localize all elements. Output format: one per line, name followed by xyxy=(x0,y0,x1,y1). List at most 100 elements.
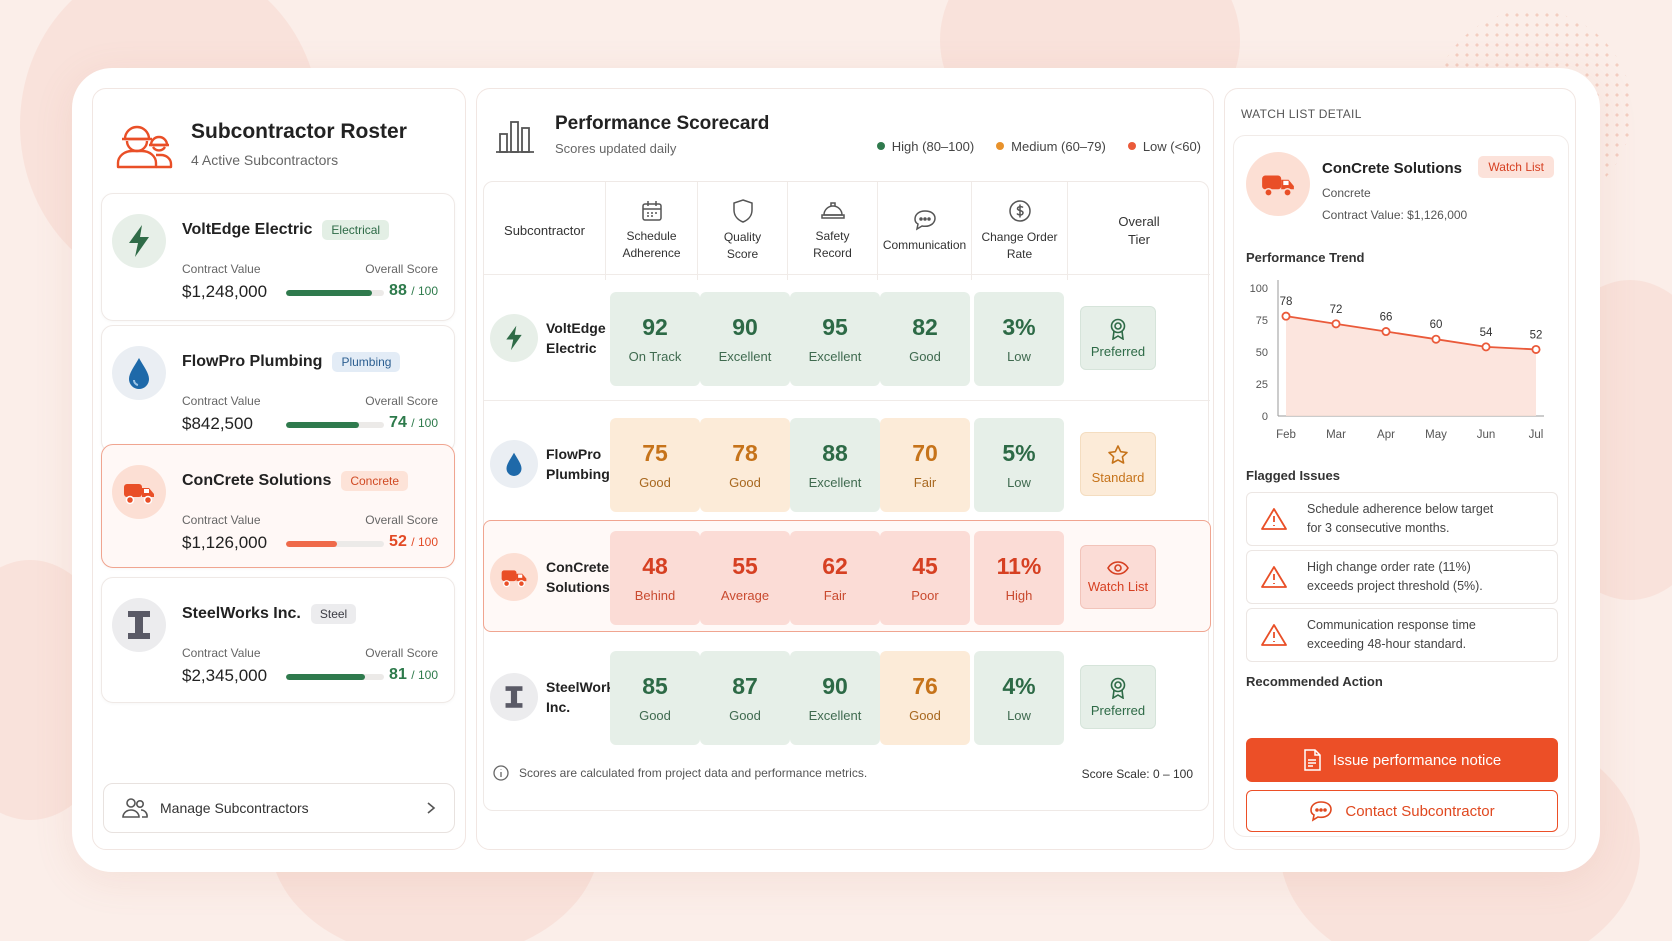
roster-card-flowpro[interactable]: FlowPro Plumbing Plumbing Contract Value … xyxy=(101,325,455,453)
roster-card-steelworks[interactable]: SteelWorks Inc. Steel Contract Value Over… xyxy=(101,577,455,703)
roster-card-voltedge[interactable]: VoltEdge Electric Electrical Contract Val… xyxy=(101,193,455,321)
tier-badge[interactable]: Watch List xyxy=(1080,545,1156,609)
document-icon xyxy=(1304,749,1321,771)
legend-low: Low (<60) xyxy=(1127,139,1201,154)
header-communication[interactable]: Communication xyxy=(878,182,972,280)
watch-list-card: ConCrete Solutions Watch List Concrete C… xyxy=(1233,135,1569,837)
contract-value: $842,500 xyxy=(182,414,253,433)
star-icon xyxy=(1108,444,1128,464)
score-cell[interactable]: 76 Good xyxy=(880,651,970,745)
score-cell[interactable]: 70 Fair xyxy=(880,418,970,512)
data-point xyxy=(1531,344,1541,354)
y-tick-label: 25 xyxy=(1256,379,1268,391)
tier-badge[interactable]: Standard xyxy=(1080,432,1156,496)
score-cell[interactable]: 45 Poor xyxy=(880,531,970,625)
lightning-icon xyxy=(490,314,538,362)
category-tag: Electrical xyxy=(322,220,390,240)
score-cell[interactable]: 87 Good xyxy=(700,651,790,745)
overall-score-label: Overall Score xyxy=(365,262,438,276)
x-tick-label: May xyxy=(1425,429,1447,441)
score-cell[interactable]: 62 Fair xyxy=(790,531,880,625)
concrete-truck-icon xyxy=(112,465,166,519)
header-safety[interactable]: Safety Record xyxy=(788,182,878,280)
score-cell[interactable]: 48 Behind xyxy=(610,531,700,625)
data-label: 52 xyxy=(1530,329,1543,341)
chat-bubble-icon xyxy=(913,209,936,231)
score-cell[interactable]: 3% Low xyxy=(974,292,1064,386)
tier-badge[interactable]: Preferred xyxy=(1080,665,1156,729)
contract-value: $1,126,000 xyxy=(182,533,268,552)
sub-name: SteelWorks Inc. xyxy=(182,605,301,622)
score-cell[interactable]: 11% High xyxy=(974,531,1064,625)
overall-score-label: Overall Score xyxy=(365,394,438,408)
award-ribbon-icon xyxy=(1110,318,1126,340)
overall-score: 88 xyxy=(389,282,407,299)
score-cell[interactable]: 95 Excellent xyxy=(790,292,880,386)
trend-title: Performance Trend xyxy=(1246,250,1365,265)
overall-score: 81 xyxy=(389,666,407,683)
score-cell[interactable]: 75 Good xyxy=(610,418,700,512)
header-quality[interactable]: Quality Score xyxy=(698,182,788,280)
watch-contract-value: Contract Value: $1,126,000 xyxy=(1322,208,1468,222)
issue-item: Communication response time exceeding 48-… xyxy=(1246,608,1558,662)
data-label: 60 xyxy=(1430,319,1443,331)
header-subcontractor: Subcontractor xyxy=(484,182,606,280)
warning-icon xyxy=(1261,624,1287,646)
score-cell[interactable]: 90 Excellent xyxy=(700,292,790,386)
tier-badge[interactable]: Preferred xyxy=(1080,306,1156,370)
y-tick-label: 50 xyxy=(1256,347,1268,359)
watch-sub-name: ConCrete Solutions xyxy=(1322,160,1463,177)
watch-list-badge: Watch List xyxy=(1478,156,1554,178)
score-suffix: / 100 xyxy=(411,284,438,298)
table-row-flowpro[interactable]: FlowPro Plumbing 75 Good 78 Good 88 Excellen… xyxy=(484,400,1210,526)
table-row-steelworks[interactable]: SteelWorks Inc. 85 Good 87 Good 90 Excellent… xyxy=(484,634,1210,760)
x-tick-label: Jul xyxy=(1529,429,1544,441)
score-cell[interactable]: 92 On Track xyxy=(610,292,700,386)
workers-icon xyxy=(116,125,173,169)
table-row-concrete[interactable]: ConCrete Solutions 48 Behind 55 Average 62 F… xyxy=(483,520,1211,632)
score-progress-bar xyxy=(286,422,384,428)
score-suffix: / 100 xyxy=(411,416,438,430)
warning-icon xyxy=(1261,566,1287,588)
row-name: VoltEdge Electric xyxy=(546,319,606,356)
sub-name: ConCrete Solutions xyxy=(182,472,332,489)
data-label: 72 xyxy=(1330,304,1343,316)
recommended-action-title: Recommended Action xyxy=(1246,674,1383,689)
hard-hat-icon xyxy=(820,202,845,219)
watch-category: Concrete xyxy=(1322,186,1371,200)
score-cell[interactable]: 78 Good xyxy=(700,418,790,512)
issue-notice-button[interactable]: Issue performance notice xyxy=(1246,738,1558,782)
y-tick-label: 75 xyxy=(1256,315,1268,327)
header-schedule[interactable]: Schedule Adherence xyxy=(606,182,698,280)
score-suffix: / 100 xyxy=(411,535,438,549)
row-name: FlowPro Plumbing xyxy=(546,445,610,482)
score-cell[interactable]: 88 Excellent xyxy=(790,418,880,512)
x-tick-label: Apr xyxy=(1377,429,1395,441)
score-cell[interactable]: 5% Low xyxy=(974,418,1064,512)
chat-bubble-icon xyxy=(1310,801,1333,822)
chevron-right-icon xyxy=(427,802,436,814)
legend: High (80–100) Medium (60–79) Low (<60) xyxy=(876,139,1201,154)
score-progress-bar xyxy=(286,541,384,547)
roster-title: Subcontractor Roster xyxy=(191,120,407,143)
score-cell[interactable]: 82 Good xyxy=(880,292,970,386)
table-row-voltedge[interactable]: VoltEdge Electric 92 On Track 90 Excellent … xyxy=(484,274,1210,400)
score-cell[interactable]: 85 Good xyxy=(610,651,700,745)
score-cell[interactable]: 90 Excellent xyxy=(790,651,880,745)
overall-score-label: Overall Score xyxy=(365,646,438,660)
contact-subcontractor-button[interactable]: Contact Subcontractor xyxy=(1246,790,1558,832)
data-point xyxy=(1381,327,1391,337)
score-cell[interactable]: 55 Average xyxy=(700,531,790,625)
x-tick-label: Jun xyxy=(1477,429,1496,441)
award-ribbon-icon xyxy=(1110,677,1126,699)
steel-beam-icon xyxy=(490,673,538,721)
manage-label: Manage Subcontractors xyxy=(160,800,309,816)
roster-card-concrete[interactable]: ConCrete Solutions Concrete Contract Valu… xyxy=(101,444,455,568)
manage-subcontractors-button[interactable]: Manage Subcontractors xyxy=(103,783,455,833)
header-change-order[interactable]: Change Order Rate xyxy=(972,182,1068,280)
flagged-issues-title: Flagged Issues xyxy=(1246,468,1340,483)
score-cell[interactable]: 4% Low xyxy=(974,651,1064,745)
data-point xyxy=(1431,334,1441,344)
header-tier[interactable]: Overall Tier xyxy=(1118,213,1160,247)
overall-score: 74 xyxy=(389,414,407,431)
